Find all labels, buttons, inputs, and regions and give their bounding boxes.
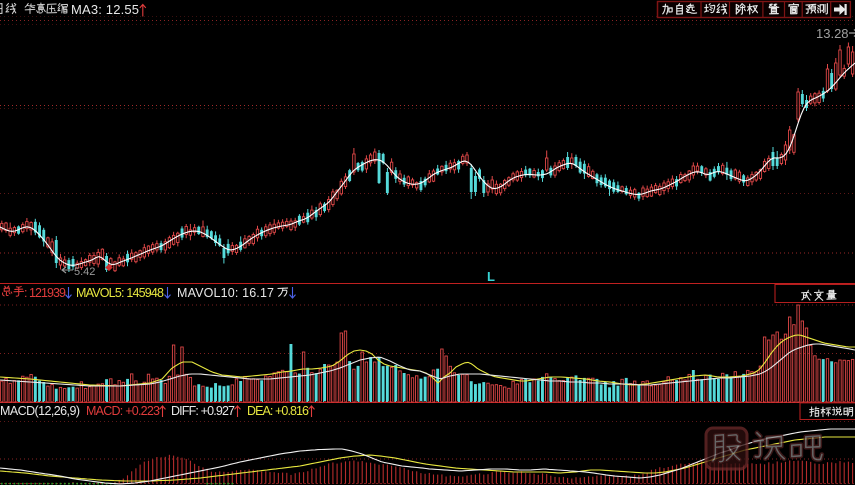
svg-text:DEA: +0.816: DEA: +0.816 <box>247 404 309 418</box>
svg-text:MACD(12,26,9): MACD(12,26,9) <box>0 404 80 418</box>
svg-text:DIFF: +0.927: DIFF: +0.927 <box>171 404 235 418</box>
svg-text:MACD: +0.223: MACD: +0.223 <box>86 404 160 418</box>
svg-text:13.28: 13.28 <box>816 26 849 41</box>
svg-text:MAVOL10: 16.17: MAVOL10: 16.17 <box>177 286 274 300</box>
svg-text:MAVOL5: 145948: MAVOL5: 145948 <box>76 286 164 300</box>
svg-text:L: L <box>487 269 495 284</box>
svg-text:5.42: 5.42 <box>74 266 95 278</box>
svg-text:: 121939: : 121939 <box>24 286 66 300</box>
svg-text:MA3: 12.55: MA3: 12.55 <box>71 2 139 17</box>
